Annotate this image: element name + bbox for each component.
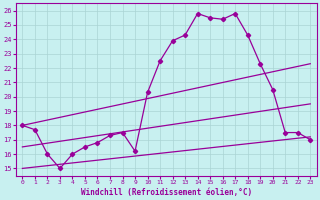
X-axis label: Windchill (Refroidissement éolien,°C): Windchill (Refroidissement éolien,°C) [81,188,252,197]
